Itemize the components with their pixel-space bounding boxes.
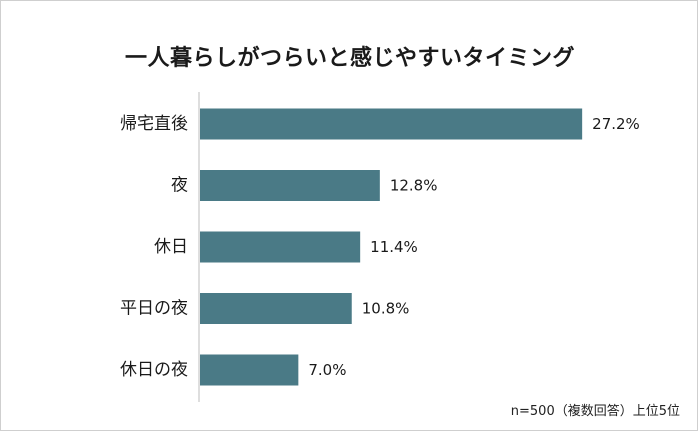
bar	[200, 108, 583, 140]
value-label: 11.4%	[370, 238, 418, 256]
bar	[200, 170, 380, 201]
chart-title: 一人暮らしがつらいと感じやすいタイミング	[124, 46, 575, 71]
value-label: 12.8%	[390, 177, 438, 195]
bar	[200, 354, 299, 386]
sample-note: n=500（複数回答）上位5位	[510, 404, 680, 419]
value-label: 10.8%	[362, 300, 410, 318]
bar	[200, 231, 361, 263]
category-label: 夜	[171, 176, 188, 196]
value-label: 7.0%	[308, 361, 346, 379]
bar	[200, 293, 352, 324]
category-label: 休日の夜	[120, 360, 188, 380]
category-label: 平日の夜	[120, 299, 188, 319]
category-label: 休日	[154, 237, 188, 257]
category-label: 帰宅直後	[120, 114, 188, 134]
value-label: 27.2%	[592, 115, 640, 133]
